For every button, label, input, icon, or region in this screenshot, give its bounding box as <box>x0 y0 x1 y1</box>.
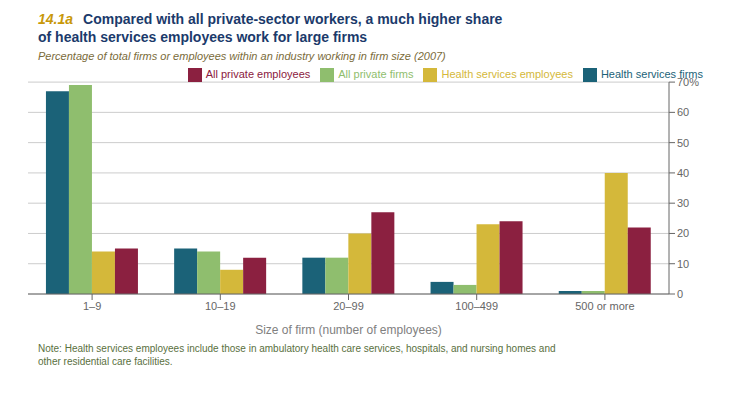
svg-text:50: 50 <box>677 137 689 149</box>
svg-text:20–99: 20–99 <box>333 300 364 312</box>
svg-text:1–9: 1–9 <box>83 300 101 312</box>
svg-text:40: 40 <box>677 167 689 179</box>
svg-text:0: 0 <box>677 288 683 300</box>
svg-text:Size of firm (number of employ: Size of firm (number of employees) <box>255 323 442 337</box>
svg-text:500 or more: 500 or more <box>575 300 634 312</box>
svg-text:20: 20 <box>677 227 689 239</box>
svg-text:100–499: 100–499 <box>455 300 498 312</box>
svg-text:30: 30 <box>677 197 689 209</box>
svg-text:10: 10 <box>677 258 689 270</box>
svg-text:10–19: 10–19 <box>205 300 236 312</box>
svg-text:60: 60 <box>677 106 689 118</box>
svg-text:70%: 70% <box>677 76 699 88</box>
